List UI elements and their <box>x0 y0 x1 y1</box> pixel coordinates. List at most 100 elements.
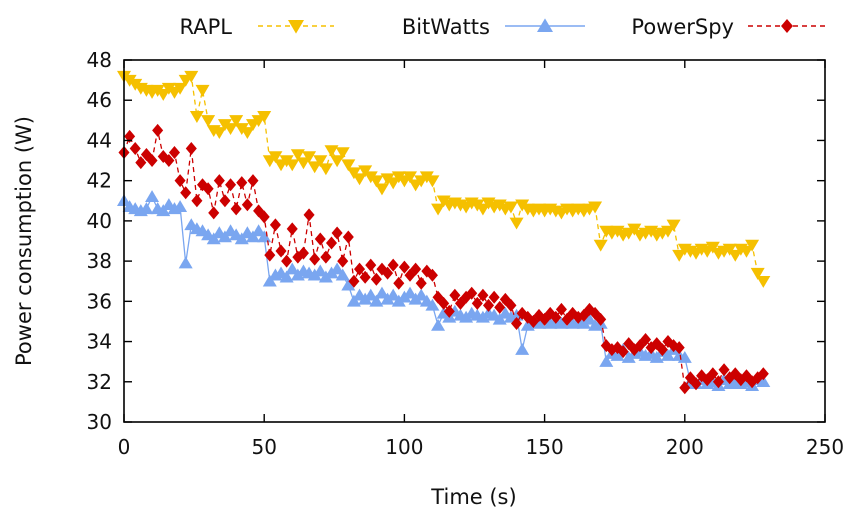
data-point <box>656 343 668 357</box>
data-point <box>374 183 389 196</box>
data-point <box>335 268 350 281</box>
data-point <box>195 84 210 97</box>
data-point <box>346 294 361 307</box>
data-point <box>335 147 350 160</box>
data-point <box>756 275 771 288</box>
data-point <box>438 296 450 310</box>
data-point <box>309 252 321 266</box>
data-point <box>410 262 422 276</box>
data-point <box>241 198 253 212</box>
data-point <box>414 288 429 301</box>
data-point <box>163 154 175 168</box>
data-point <box>488 290 500 304</box>
data-point <box>258 210 270 224</box>
data-point <box>387 258 399 272</box>
data-point <box>718 363 730 377</box>
data-point <box>617 345 629 359</box>
data-point <box>690 377 702 391</box>
data-point <box>595 312 607 326</box>
legend: RAPL BitWatts PowerSpy <box>180 15 826 39</box>
data-point <box>403 171 418 184</box>
x-axis-label: Time (s) <box>430 485 516 509</box>
data-point <box>180 186 192 200</box>
data-point <box>550 310 562 324</box>
data-point <box>185 141 197 155</box>
data-point <box>285 262 300 275</box>
data-point <box>593 239 608 252</box>
data-point <box>318 163 333 176</box>
data-point <box>739 245 754 258</box>
data-point <box>196 178 209 192</box>
data-point <box>499 292 511 306</box>
data-point <box>627 223 642 236</box>
y-axis-label: Power consumption (W) <box>12 116 36 366</box>
data-point <box>225 178 237 192</box>
data-point <box>297 246 309 260</box>
data-point <box>173 200 188 213</box>
data-point <box>296 157 311 170</box>
data-point <box>174 174 186 188</box>
data-point <box>219 194 231 208</box>
data-point <box>247 174 259 188</box>
data-point <box>494 300 506 314</box>
data-point <box>475 203 490 216</box>
data-point <box>346 167 361 180</box>
data-point <box>728 249 743 262</box>
data-point <box>374 286 389 299</box>
series-powerspy <box>118 123 769 395</box>
x-tick-label: 200 <box>666 435 704 459</box>
data-point <box>208 206 220 220</box>
data-point <box>750 267 765 280</box>
data-point <box>178 256 193 269</box>
data-point <box>588 201 603 214</box>
data-point <box>509 217 524 230</box>
data-point <box>240 127 255 140</box>
data-point <box>325 236 338 250</box>
data-point <box>426 268 438 282</box>
data-point <box>404 268 416 282</box>
data-point <box>341 159 356 172</box>
x-tick-label: 250 <box>806 435 844 459</box>
data-point <box>492 312 507 325</box>
data-point <box>129 141 141 155</box>
data-point <box>722 243 737 256</box>
data-point <box>156 204 171 217</box>
data-point <box>431 318 446 331</box>
data-point <box>285 159 300 172</box>
data-point <box>168 146 180 160</box>
data-point <box>352 173 367 186</box>
data-point <box>679 381 691 395</box>
data-point <box>415 276 427 290</box>
data-point <box>515 342 530 355</box>
data-point <box>449 288 461 302</box>
data-point <box>677 350 692 363</box>
data-point <box>262 274 277 287</box>
x-axis: 0 50 100 150 200 250 <box>118 60 844 459</box>
data-point <box>358 165 373 178</box>
data-point <box>363 288 378 301</box>
series-bitwatts <box>117 190 771 392</box>
data-point <box>398 260 410 274</box>
data-point <box>184 70 199 83</box>
data-point <box>599 355 614 367</box>
data-point <box>610 348 625 361</box>
data-point <box>146 154 158 168</box>
data-point <box>707 367 719 381</box>
data-point <box>313 264 328 277</box>
data-point <box>152 123 164 137</box>
data-point <box>290 149 305 162</box>
data-point <box>173 82 188 95</box>
data-point <box>555 302 567 316</box>
data-point <box>431 203 446 216</box>
data-point <box>471 296 483 310</box>
data-point <box>139 202 154 215</box>
data-point <box>649 350 664 363</box>
plot-marks <box>117 70 771 395</box>
data-point <box>369 175 384 188</box>
data-point <box>666 219 681 232</box>
data-point <box>660 348 675 361</box>
data-point <box>386 288 401 301</box>
data-point <box>745 239 760 252</box>
data-point <box>673 341 685 355</box>
x-tick-label: 50 <box>251 435 276 459</box>
